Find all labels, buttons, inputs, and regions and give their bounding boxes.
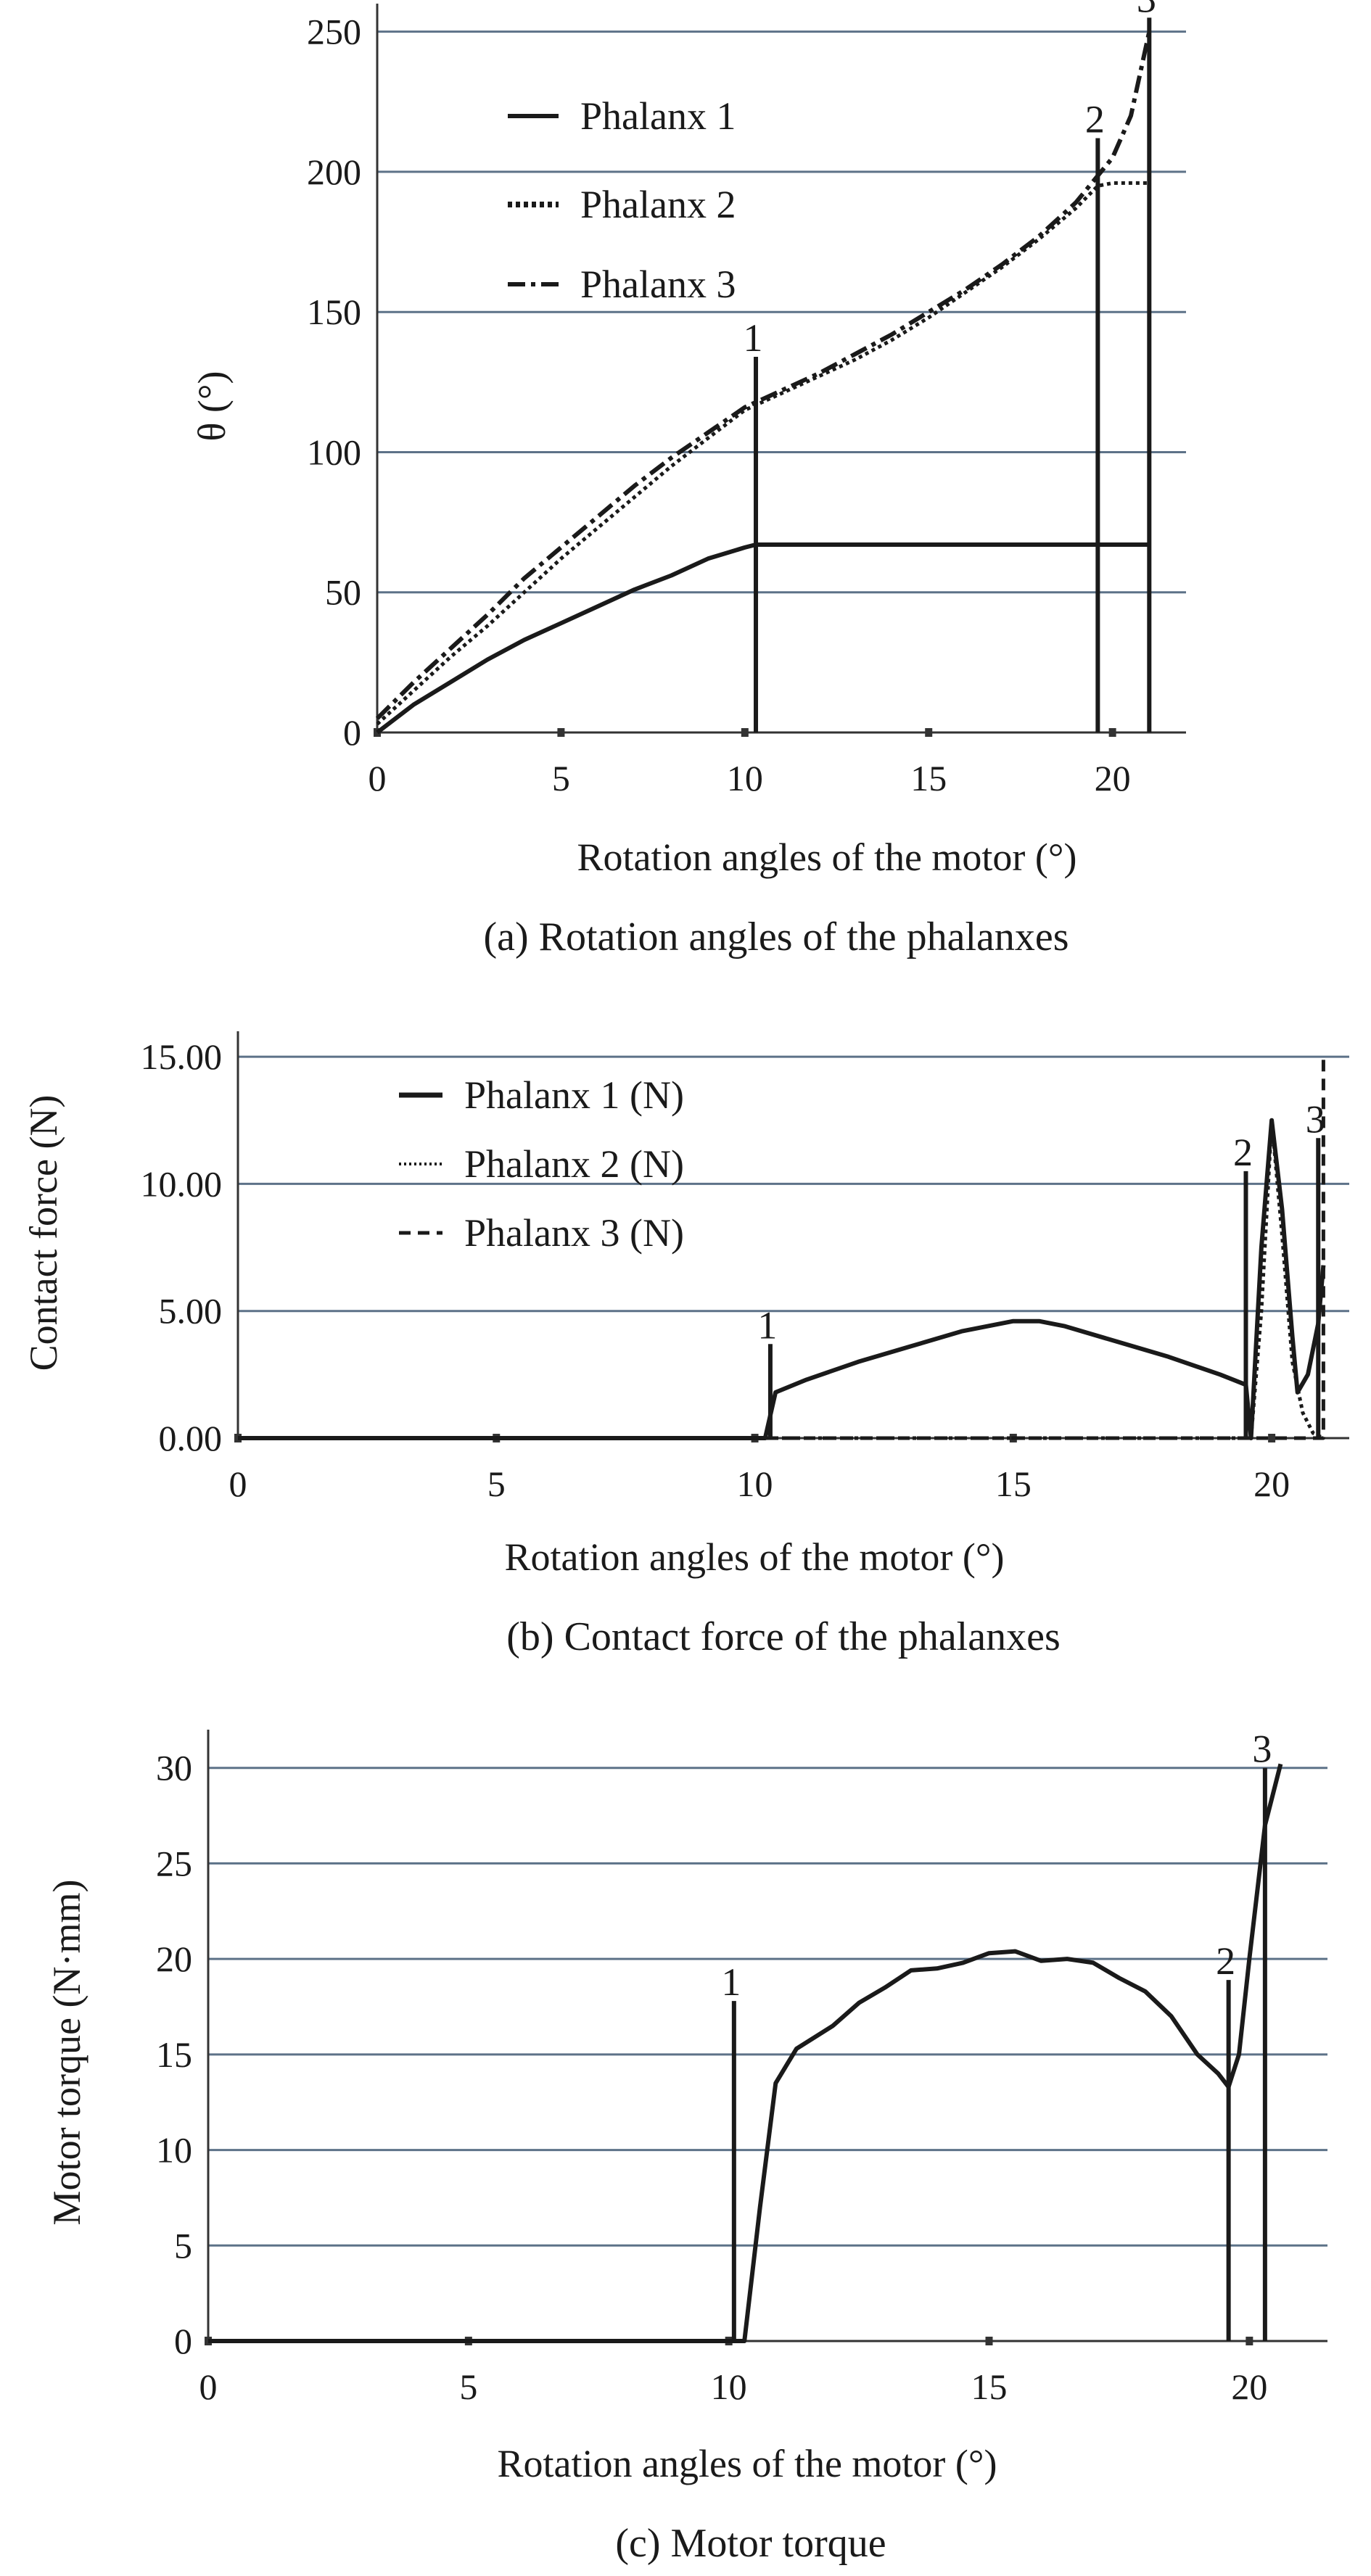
c-series xyxy=(208,1763,1283,2343)
b-legend-label-phalanx-3: Phalanx 3 (N) xyxy=(464,1211,684,1255)
b-event-marker-label-3: 3 xyxy=(1306,1097,1325,1141)
b-x-tick-label: 10 xyxy=(737,1464,773,1504)
b-series xyxy=(238,1057,1326,1440)
c-ticks: 0 5 10 15 20 25 30 0 5 10 15 20 xyxy=(156,1748,1267,2407)
c-markers: 1 2 3 xyxy=(721,1727,1272,2341)
b-legend: Phalanx 1 (N) Phalanx 2 (N) Phalanx 3 (N… xyxy=(399,1073,684,1255)
b-series-phalanx-3-n-line xyxy=(238,1057,1325,1440)
c-x-tick-label: 20 xyxy=(1231,2366,1267,2407)
b-x-tick-label: 5 xyxy=(487,1464,506,1504)
b-y-tick-label: 15.00 xyxy=(141,1036,223,1077)
c-x-tick-label: 10 xyxy=(711,2366,747,2407)
a-event-marker-label-2: 2 xyxy=(1085,98,1105,141)
b-y-tick-label: 10.00 xyxy=(141,1163,223,1204)
c-x-tick-label: 15 xyxy=(971,2366,1008,2407)
b-ticks: 0.00 5.00 10.00 15.00 0 5 10 15 20 xyxy=(141,1036,1290,1504)
a-legend-label-phalanx-1: Phalanx 1 xyxy=(580,94,736,138)
a-series-phalanx-2-line xyxy=(376,181,1150,726)
c-y-tick-label: 5 xyxy=(174,2225,192,2266)
a-series-phalanx-3-line xyxy=(375,31,1152,720)
a-series-phalanx-1-line xyxy=(376,542,1150,735)
b-caption: (b) Contact force of the phalanxes xyxy=(506,1614,1060,1659)
a-y-tick-label: 0 xyxy=(343,712,361,753)
b-y-tick-label: 5.00 xyxy=(159,1291,223,1332)
c-event-marker-label-3: 3 xyxy=(1252,1727,1272,1771)
a-legend: Phalanx 1 Phalanx 2 Phalanx 3 xyxy=(508,94,736,306)
a-x-tick-label: 15 xyxy=(910,758,947,798)
b-event-marker-label-1: 1 xyxy=(757,1303,777,1347)
a-x-tick-label: 0 xyxy=(369,758,387,798)
b-x-tick-label: 0 xyxy=(229,1464,247,1504)
a-y-tick-label: 250 xyxy=(307,12,361,52)
a-x-tick-label: 20 xyxy=(1095,758,1131,798)
b-x-axis-label: Rotation angles of the motor (°) xyxy=(505,1535,1005,1579)
c-y-tick-label: 20 xyxy=(156,1939,192,1979)
b-event-marker-label-2: 2 xyxy=(1233,1131,1253,1174)
a-y-tick-label: 100 xyxy=(307,432,361,472)
c-y-tick-label: 30 xyxy=(156,1748,192,1788)
c-series-motor-torque-line xyxy=(208,1763,1283,2343)
c-x-axis-label: Rotation angles of the motor (°) xyxy=(498,2442,997,2485)
a-y-tick-label: 200 xyxy=(307,152,361,192)
c-caption: (c) Motor torque xyxy=(615,2521,886,2566)
c-event-marker-label-1: 1 xyxy=(721,1960,741,2004)
b-legend-label-phalanx-1: Phalanx 1 (N) xyxy=(464,1073,684,1117)
c-y-tick-label: 10 xyxy=(156,2130,192,2171)
b-x-tick-label: 20 xyxy=(1253,1464,1290,1504)
a-y-tick-label: 150 xyxy=(307,292,361,332)
a-caption: (a) Rotation angles of the phalanxes xyxy=(483,915,1069,959)
b-legend-label-phalanx-2: Phalanx 2 (N) xyxy=(464,1142,684,1186)
b-y-tick-label: 0.00 xyxy=(159,1418,223,1458)
c-event-marker-label-2: 2 xyxy=(1216,1939,1235,1983)
panel-a: 0 50 100 150 200 250 0 5 10 15 20 1 2 3 Phalanx 1 Ph… xyxy=(190,0,1186,959)
c-y-axis-label: Motor torque (N·mm) xyxy=(45,1880,88,2226)
b-markers: 1 2 3 xyxy=(757,1097,1325,1438)
a-x-axis-label: Rotation angles of the motor (°) xyxy=(577,835,1077,879)
b-series-phalanx-1-n-line xyxy=(238,1118,1326,1440)
a-markers: 1 2 3 xyxy=(744,0,1156,732)
c-x-tick-label: 0 xyxy=(199,2366,218,2407)
b-y-axis-label: Contact force (N) xyxy=(22,1095,65,1371)
panel-b: 0.00 5.00 10.00 15.00 0 5 10 15 20 1 2 3 Phalanx 1… xyxy=(22,1031,1349,1659)
a-ticks: 0 50 100 150 200 250 0 5 10 15 20 xyxy=(307,12,1131,798)
a-y-tick-label: 50 xyxy=(325,572,361,613)
a-legend-label-phalanx-3: Phalanx 3 xyxy=(580,263,736,306)
a-gridlines xyxy=(377,30,1186,594)
a-x-tick-label: 10 xyxy=(727,758,763,798)
a-event-marker-label-1: 1 xyxy=(744,316,763,360)
c-y-tick-label: 0 xyxy=(174,2321,192,2361)
b-gridlines xyxy=(238,1055,1349,1313)
a-legend-label-phalanx-2: Phalanx 2 xyxy=(580,183,736,226)
c-y-tick-label: 15 xyxy=(156,2034,192,2075)
a-event-marker-label-3: 3 xyxy=(1137,0,1156,20)
b-x-tick-label: 15 xyxy=(995,1464,1032,1504)
a-y-axis-label: θ (°) xyxy=(190,371,234,442)
panel-c: 0 5 10 15 20 25 30 0 5 10 15 20 1 2 3 Motor torque (N… xyxy=(45,1727,1327,2566)
c-x-tick-label: 5 xyxy=(459,2366,477,2407)
a-series xyxy=(375,31,1152,735)
c-y-tick-label: 25 xyxy=(156,1843,192,1883)
a-x-tick-label: 5 xyxy=(552,758,570,798)
